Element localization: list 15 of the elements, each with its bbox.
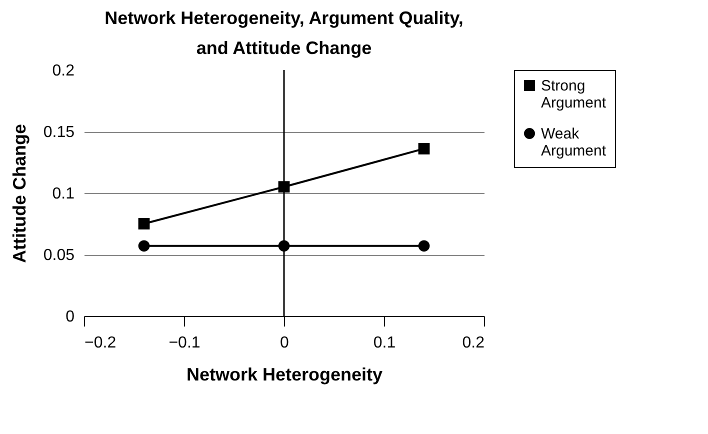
- x-tick-label: 0.1: [373, 334, 396, 352]
- y-tick-label: 0.15: [43, 124, 75, 141]
- x-tick-label: −0.1: [168, 334, 200, 352]
- x-tick-label: −0.2: [84, 334, 116, 352]
- y-tick-label: 0.05: [43, 247, 75, 264]
- y-tick-label: 0.2: [52, 62, 75, 80]
- y-tick-label: 0.1: [52, 186, 75, 202]
- x-tick-label: 0.2: [462, 334, 485, 352]
- x-tick-label: 0: [280, 334, 290, 352]
- chart-title: Network Heterogeneity, Argument Quality, and Attitude Change: [104, 8, 464, 58]
- y-tick-label: 0: [66, 308, 75, 326]
- legend-label: Strong Argument: [541, 78, 607, 112]
- legend-label: Weak Argument: [541, 126, 607, 160]
- y-axis-title: Attitude Change: [9, 124, 30, 263]
- x-axis-title: Network Heterogeneity: [186, 364, 383, 384]
